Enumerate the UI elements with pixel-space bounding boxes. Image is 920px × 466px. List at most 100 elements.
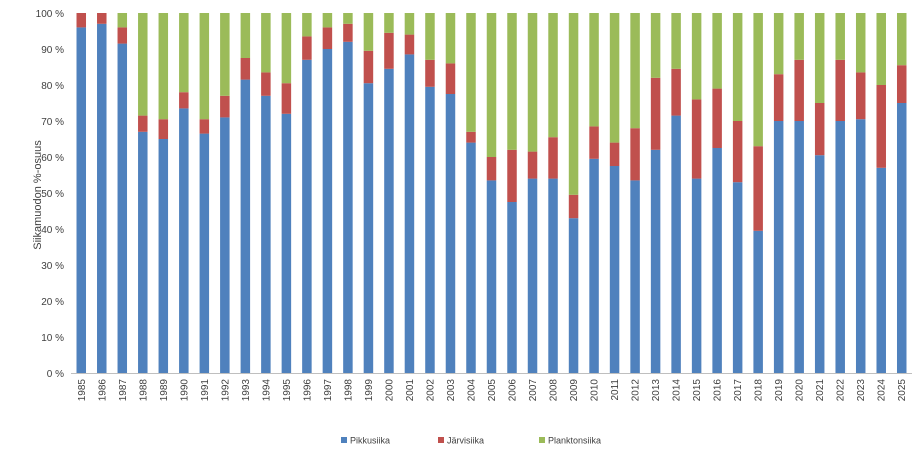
bar-segment: [732, 121, 743, 183]
bar-segment: [568, 13, 579, 195]
bar-segment: [589, 126, 599, 159]
x-tick-label: 1990: [179, 379, 190, 402]
bar-segment: [445, 13, 456, 64]
x-tick-label: 2014: [672, 379, 683, 402]
y-tick-label: 80 %: [41, 81, 64, 92]
bar-segment: [261, 95, 271, 374]
bar-segment: [179, 108, 189, 374]
bar-segment: [302, 59, 312, 374]
x-tick-label: 1993: [241, 379, 252, 402]
bar-segment: [896, 13, 907, 66]
bar-segment: [425, 13, 435, 60]
x-tick-label: 2010: [590, 379, 601, 402]
bar-segment: [773, 13, 784, 75]
bar-segment: [179, 92, 189, 109]
y-axis-label: Siikamuodon %-osuus: [32, 140, 44, 250]
bar-segment: [220, 95, 230, 118]
bar-segment: [896, 103, 907, 373]
x-tick-label: 1986: [97, 379, 108, 402]
bar-segment: [261, 13, 271, 73]
bar-segment: [466, 142, 476, 373]
y-tick-label: 30 %: [41, 261, 64, 272]
bar-segment: [302, 36, 312, 60]
x-axis: 1985 1986 1987 1988 1989 1990 1991 1992 1993 1994…: [77, 379, 908, 402]
bar-segment: [486, 180, 497, 373]
bar-segment: [753, 13, 763, 147]
bar-segment: [322, 49, 333, 373]
bar-segment: [486, 157, 497, 181]
bar-segment: [773, 121, 784, 373]
bar-segment: [343, 13, 353, 24]
x-tick-label: 1999: [364, 379, 375, 402]
x-tick-label: 1985: [77, 379, 88, 402]
bar-segment: [589, 13, 599, 127]
bar-segment: [753, 146, 763, 231]
bar-segment: [671, 115, 681, 373]
x-tick-label: 2009: [569, 379, 580, 402]
bar-segment: [179, 13, 189, 93]
x-tick-label: 2025: [897, 379, 908, 402]
bar-segment: [548, 137, 558, 179]
bar-segment: [712, 148, 722, 373]
x-tick-label: 2008: [549, 379, 560, 402]
bar-segment: [835, 13, 845, 60]
y-tick-label: 60 %: [41, 153, 64, 164]
bar-segment: [507, 149, 517, 202]
x-tick-label: 2020: [795, 379, 806, 402]
legend-label: Planktonsiika: [548, 436, 601, 446]
x-tick-label: 2003: [446, 379, 457, 402]
bar-segment: [404, 34, 415, 55]
bar-segment: [363, 13, 374, 51]
x-tick-label: 1991: [200, 379, 211, 402]
y-tick-label: 0 %: [47, 369, 64, 380]
bar-segment: [876, 85, 886, 168]
bar-segment: [363, 83, 374, 373]
legend-swatch: [438, 437, 444, 443]
bar-segment: [281, 83, 292, 114]
bar-segment: [732, 182, 743, 373]
bar-segment: [158, 139, 169, 373]
x-tick-label: 1987: [118, 379, 129, 402]
x-tick-label: 2015: [692, 379, 703, 402]
bar-segment: [138, 13, 148, 116]
bar-segment: [445, 94, 456, 373]
bar-segment: [117, 13, 128, 28]
x-tick-label: 2002: [425, 379, 436, 402]
x-tick-label: 2011: [610, 379, 621, 401]
bar-segment: [548, 178, 558, 373]
bar-segment: [158, 119, 169, 139]
legend-label: Pikkusiika: [350, 436, 390, 446]
bar-segment: [97, 13, 107, 24]
x-tick-label: 1989: [159, 379, 170, 402]
x-tick-label: 1992: [220, 379, 231, 402]
bar-segment: [712, 88, 722, 148]
bar-segment: [199, 13, 210, 120]
bar-segment: [630, 13, 640, 129]
bar-segment: [281, 113, 292, 374]
bar-segment: [302, 13, 312, 37]
bar-segment: [835, 59, 845, 121]
x-tick-label: 2012: [631, 379, 642, 402]
x-tick-label: 2022: [836, 379, 847, 402]
bar-segment: [732, 13, 743, 121]
bar-segment: [199, 119, 210, 134]
bar-segment: [220, 13, 230, 96]
bar-segment: [527, 13, 538, 152]
bar-segment: [363, 50, 374, 84]
bar-segment: [753, 230, 763, 373]
bar-segment: [507, 202, 517, 373]
bar-segment: [384, 32, 394, 69]
bar-segment: [220, 117, 230, 374]
bar-segment: [466, 131, 476, 143]
bar-segment: [609, 166, 620, 373]
y-tick-label: 70 %: [41, 117, 64, 128]
x-tick-label: 1997: [323, 379, 334, 402]
bar-segment: [794, 121, 804, 373]
x-tick-label: 1995: [282, 379, 293, 402]
bar-segment: [568, 218, 579, 373]
bars-layer: [76, 13, 907, 374]
bar-segment: [527, 178, 538, 373]
x-tick-label: 2017: [733, 379, 744, 402]
